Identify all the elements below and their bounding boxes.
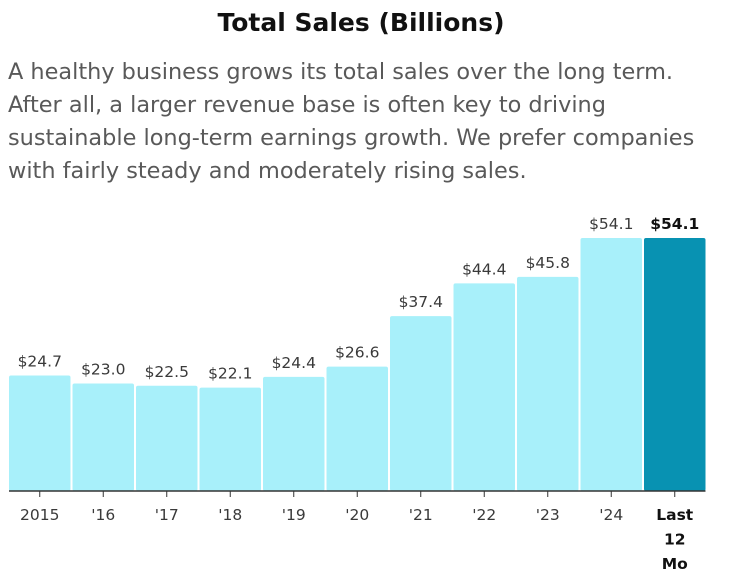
bar-0	[9, 375, 71, 491]
tick-label-1: '16	[91, 506, 115, 524]
tick-label-2: '17	[155, 506, 179, 524]
tick-label-7: '22	[472, 506, 496, 524]
chart-description: A healthy business grows its total sales…	[8, 59, 695, 184]
tick-label-6: '21	[409, 506, 433, 524]
bar-4	[263, 376, 325, 491]
value-label-7: $44.4	[462, 260, 506, 278]
tick-label-8: '23	[536, 506, 560, 524]
bar-5	[326, 366, 388, 491]
tick-label-3: '18	[218, 506, 242, 524]
tick-label-9: '24	[599, 506, 623, 524]
value-label-0: $24.7	[18, 352, 62, 370]
bar-7	[453, 283, 515, 491]
bar-1	[72, 383, 134, 491]
chart-title: Total Sales (Billions)	[217, 8, 505, 37]
bar-9	[580, 238, 642, 491]
bar-10	[644, 238, 706, 491]
value-label-1: $23.0	[81, 360, 125, 378]
value-label-9: $54.1	[589, 215, 633, 233]
tick-label-4: '19	[282, 506, 306, 524]
value-label-4: $24.4	[272, 354, 316, 372]
value-label-8: $45.8	[526, 254, 570, 272]
value-label-6: $37.4	[399, 293, 443, 311]
value-label-5: $26.6	[335, 344, 379, 362]
bar-2	[136, 385, 198, 491]
bar-6	[390, 316, 452, 491]
value-label-2: $22.5	[145, 363, 189, 381]
value-label-3: $22.1	[208, 365, 252, 383]
tick-label-0: 2015	[20, 506, 59, 524]
bar-8	[517, 276, 579, 491]
bars-group: $24.7 $23.0 $22.5 $22.1 $24.4 $26.6 $37.4 $44.4…	[9, 215, 706, 491]
value-label-10: $54.1	[650, 215, 699, 233]
tick-label-10: Last 12 Mo	[656, 506, 694, 573]
tick-label-5: '20	[345, 506, 369, 524]
bar-3	[199, 387, 261, 491]
x-ticks-group: 2015 '16 '17 '18 '19 '20 '21 '22 '23 '24 Last 12 Mo	[20, 491, 694, 573]
